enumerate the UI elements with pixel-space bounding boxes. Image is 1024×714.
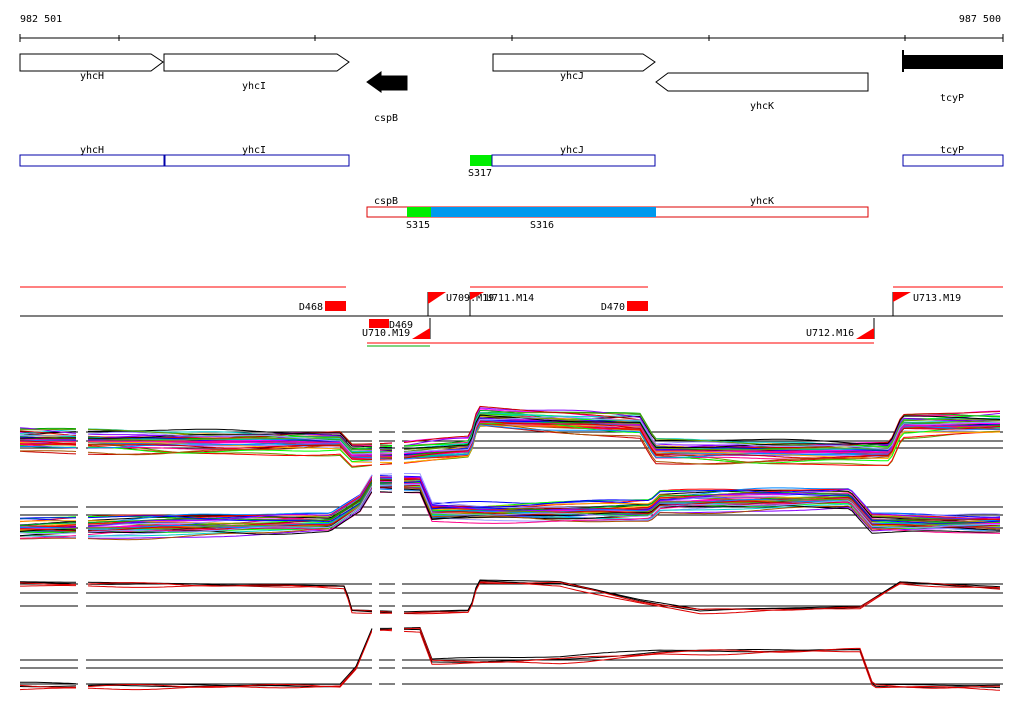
- profile-trace: [19, 414, 1001, 453]
- expression-panel-2: [19, 473, 1003, 557]
- gap-mask: [78, 402, 86, 482]
- feature-U710-M19[interactable]: U710.M19: [362, 318, 431, 339]
- profile-trace: [19, 480, 1001, 524]
- profile-trace: [19, 628, 1001, 689]
- gap-mask: [395, 630, 402, 710]
- ruler-end-label: 987 500: [959, 14, 1001, 25]
- profile-trace: [20, 581, 1001, 615]
- transcript-track-upper: yhcH yhcI S317 yhcJ tcyP: [19, 145, 1004, 179]
- gene-yhcH-label: yhcH: [80, 71, 104, 82]
- profile-trace: [19, 415, 1001, 451]
- transcript-yhcI-label: yhcI: [242, 145, 266, 156]
- profile-trace: [20, 626, 1001, 687]
- gap-mask: [78, 630, 86, 710]
- transcript-yhcH-label: yhcH: [80, 145, 104, 156]
- segment-S316[interactable]: [431, 207, 656, 217]
- profile-trace: [19, 423, 1001, 467]
- gap-mask: [395, 402, 402, 482]
- profile-trace: [20, 579, 1001, 613]
- profile-trace: [19, 420, 1001, 460]
- profile-trace: [20, 486, 1001, 541]
- profile-trace: [19, 627, 1000, 689]
- gap-mask: [372, 554, 379, 634]
- transcript-tcyP[interactable]: [902, 154, 1004, 167]
- transcript-yhcH[interactable]: [19, 154, 165, 167]
- gap-mask: [395, 554, 402, 634]
- gap-mask: [372, 630, 379, 710]
- feature-U713-label: U713.M19: [913, 293, 961, 304]
- segment-S316-label: S316: [530, 220, 554, 231]
- feature-D469-label: D469: [389, 320, 413, 331]
- segment-S317[interactable]: [470, 155, 492, 166]
- transcript-tcyP-label: tcyP: [940, 145, 964, 156]
- profile-trace: [19, 477, 1001, 529]
- profile-trace: [20, 423, 1001, 465]
- profile-trace: [19, 484, 1001, 535]
- feature-D468-label: D468: [299, 302, 323, 313]
- feature-D468[interactable]: D468: [299, 301, 346, 313]
- gene-yhcK-label: yhcK: [750, 101, 774, 112]
- profile-trace: [20, 424, 1000, 460]
- feature-U713-M19[interactable]: U713.M19: [892, 292, 961, 316]
- gap-mask: [78, 554, 86, 634]
- gene-yhcH[interactable]: yhcH: [19, 53, 164, 82]
- gene-track: yhcH yhcI cspB yhcJ yhcK tcyP: [19, 50, 1003, 124]
- profile-trace: [19, 405, 1001, 449]
- profile-trace: [20, 421, 1000, 457]
- profile-trace: [20, 580, 1001, 614]
- gap-mask: [78, 477, 86, 557]
- gene-yhcI-label: yhcI: [242, 81, 266, 92]
- gap-mask: [395, 477, 402, 557]
- transcript-yhcK-label: yhcK: [750, 196, 774, 207]
- segment-S315[interactable]: [407, 207, 431, 217]
- gene-yhcJ-label: yhcJ: [560, 71, 584, 82]
- transcript-cspB-label: cspB: [374, 196, 398, 207]
- profile-trace: [19, 484, 1001, 530]
- gap-mask: [372, 402, 379, 482]
- profile-trace: [19, 476, 1001, 529]
- expression-panel-3: [19, 554, 1003, 634]
- feature-D470-label: D470: [601, 302, 625, 313]
- expression-panel-1: [19, 402, 1003, 482]
- transcript-yhcJ-label: yhcJ: [560, 145, 584, 156]
- gene-yhcK[interactable]: yhcK: [655, 72, 869, 112]
- feature-U711-M14[interactable]: U711.M14: [469, 292, 534, 316]
- ruler-start-label: 982 501: [20, 14, 62, 25]
- gene-yhcJ[interactable]: yhcJ: [492, 53, 656, 82]
- feature-U712-M16[interactable]: U712.M16: [806, 318, 875, 339]
- profile-trace: [19, 416, 1001, 455]
- gene-tcyP-label: tcyP: [940, 93, 964, 104]
- feature-U711-label: U711.M14: [486, 293, 534, 304]
- gene-cspB[interactable]: cspB: [366, 71, 408, 124]
- profile-trace: [19, 581, 1001, 614]
- expression-panel-4: [19, 626, 1003, 710]
- transcript-yhcJ[interactable]: [491, 154, 656, 167]
- feature-D470[interactable]: D470: [601, 301, 648, 313]
- gap-mask: [372, 477, 379, 557]
- gene-yhcI[interactable]: yhcI: [163, 53, 350, 92]
- feature-track: D468 D469 D470 U709.M19 U710.M19 U711.M1…: [20, 286, 1003, 347]
- feature-D469[interactable]: D469: [369, 319, 413, 331]
- transcript-track-lower: cspB yhcK S315 S316: [366, 196, 869, 231]
- profile-trace: [19, 486, 1001, 539]
- feature-U709-M19[interactable]: U709.M19: [427, 292, 494, 316]
- feature-U712-label: U712.M16: [806, 328, 854, 339]
- segment-S317-label: S317: [468, 168, 492, 179]
- position-ruler: 982 501 987 500: [19, 14, 1004, 42]
- gene-cspB-label: cspB: [374, 113, 398, 124]
- gene-tcyP[interactable]: tcyP: [902, 50, 1003, 104]
- segment-S315-label: S315: [406, 220, 430, 231]
- transcript-yhcI[interactable]: [164, 154, 350, 167]
- feature-U710-label: U710.M19: [362, 328, 410, 339]
- profile-trace: [20, 414, 1001, 449]
- profile-trace: [19, 422, 1000, 468]
- profile-trace: [20, 485, 1001, 533]
